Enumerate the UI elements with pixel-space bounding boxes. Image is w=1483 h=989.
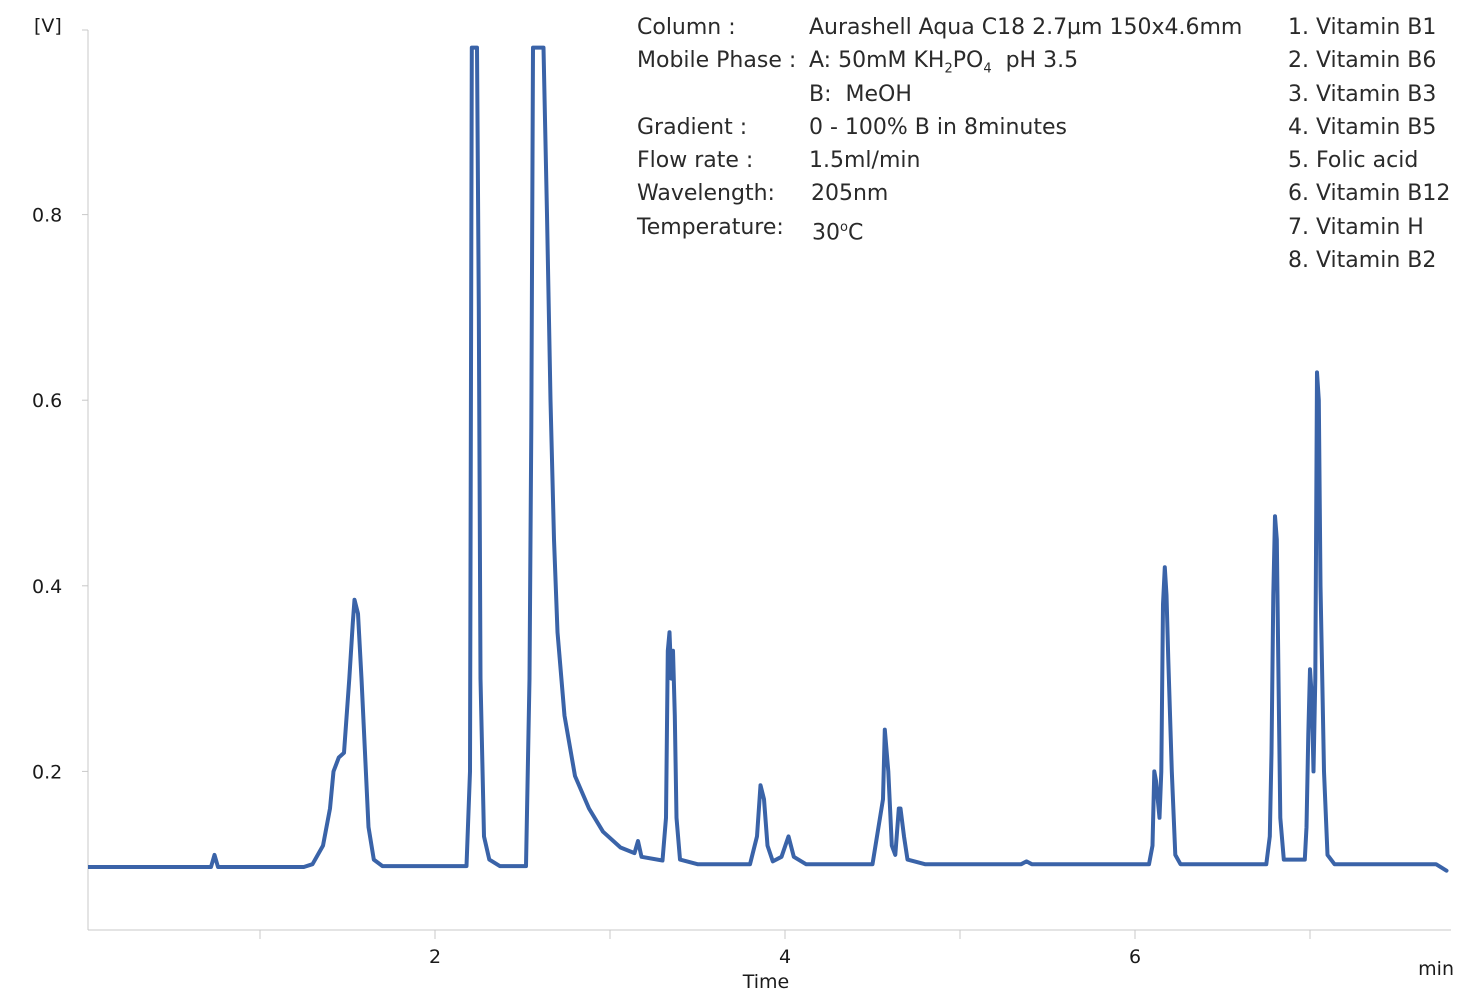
x-tick-label: 2	[429, 946, 441, 968]
y-axis-label: [V]	[34, 15, 62, 37]
x-axis-label: Time	[742, 971, 790, 989]
peak-item: 1. Vitamin B1	[1288, 15, 1437, 40]
plot-area	[88, 45, 1449, 873]
peak-legend: 1. Vitamin B1 2. Vitamin B6 3. Vitamin B…	[1288, 11, 1450, 277]
condition-value: 0 - 100% B in 8minutes	[809, 114, 1067, 140]
y-tick-label: 0.8	[32, 205, 62, 227]
x-tick-label: 6	[1129, 946, 1141, 968]
peak-item: 8. Vitamin B2	[1288, 248, 1437, 274]
x-axis-unit: min	[1418, 958, 1454, 980]
x-tick-label: 4	[779, 946, 791, 968]
y-tick-label: 0.6	[32, 390, 62, 412]
condition-label: Temperature:	[637, 214, 784, 240]
condition-label: Mobile Phase :	[637, 48, 797, 74]
peak-item: 3. Vitamin B3	[1288, 81, 1437, 107]
chromatogram-trace	[88, 45, 1449, 873]
peak-item: 2. Vitamin B6	[1288, 48, 1437, 74]
condition-value: A: 50mM KH2PO4 pH 3.5	[809, 48, 1079, 77]
y-tick-label: 0.2	[32, 761, 62, 783]
condition-value: Aurashell Aqua C18 2.7µm 150x4.6mm	[809, 15, 1243, 40]
condition-value: B: MeOH	[809, 81, 912, 107]
ticks: 0.2 0.4 0.6 0.8 2 4 6	[32, 29, 1311, 968]
peak-item: 5. Folic acid	[1288, 148, 1419, 174]
condition-value: 1.5ml/min	[809, 148, 921, 174]
condition-label: Flow rate :	[637, 148, 754, 174]
condition-value: 205nm	[811, 181, 889, 207]
condition-value: 30oC	[812, 219, 864, 246]
condition-label: Column :	[637, 15, 736, 40]
axes	[87, 30, 1451, 931]
peak-item: 6. Vitamin B12	[1288, 181, 1451, 207]
condition-label: Gradient :	[637, 114, 748, 140]
peak-item: 4. Vitamin B5	[1288, 114, 1437, 140]
peak-item: 7. Vitamin H	[1288, 214, 1424, 240]
y-tick-label: 0.4	[32, 576, 62, 598]
condition-label: Wavelength:	[637, 181, 775, 207]
